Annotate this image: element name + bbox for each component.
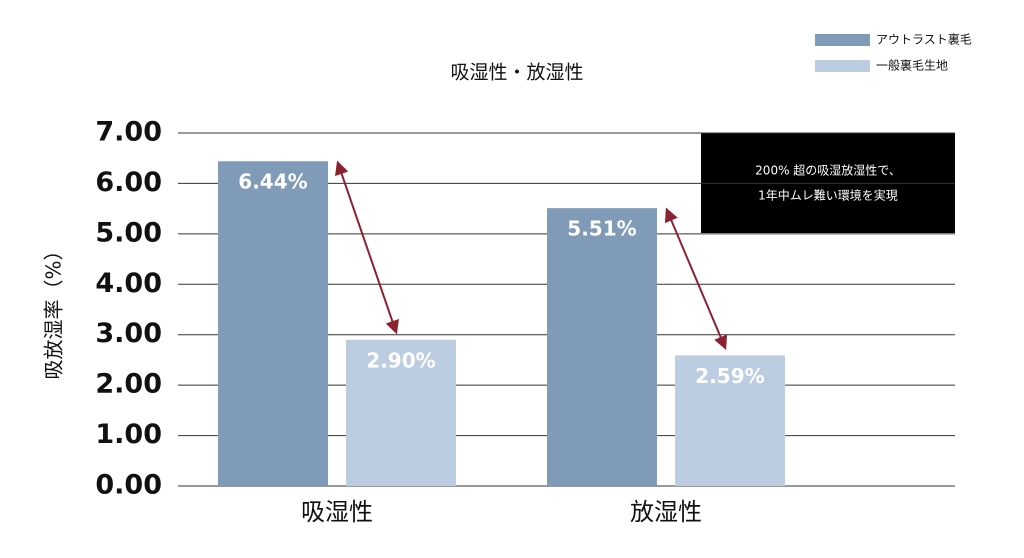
value-label: 5.51% — [567, 217, 636, 241]
y-tick-label: 3.00 — [95, 318, 162, 349]
bar — [346, 339, 456, 486]
y-tick-label: 2.00 — [95, 369, 162, 400]
arrow — [664, 207, 728, 350]
x-tick-label: 吸湿性 — [301, 498, 373, 526]
annotation: 1年中ムレ難い環境を実現 — [758, 188, 898, 203]
y-tick-label: 5.00 — [95, 217, 162, 248]
x-tick-label: 放湿性 — [630, 498, 702, 526]
value-label: 2.59% — [695, 364, 764, 388]
legend-label: アウトラスト裏毛 — [876, 32, 972, 47]
value-label: 6.44% — [238, 170, 307, 194]
bar — [218, 161, 328, 487]
value-label: 2.90% — [366, 348, 435, 372]
legend-swatch — [815, 60, 870, 72]
y-tick-label: 6.00 — [95, 167, 162, 198]
bar — [675, 355, 785, 486]
legend-swatch — [815, 34, 870, 46]
y-tick-label: 4.00 — [95, 268, 162, 299]
y-tick-label: 1.00 — [95, 419, 162, 450]
y-tick-label: 0.00 — [95, 470, 162, 501]
arrow — [335, 160, 399, 335]
legend-label: 一般裏毛生地 — [876, 58, 948, 73]
bar — [547, 208, 657, 487]
annotation: 200% 超の吸湿放湿性で、 — [755, 163, 901, 178]
y-tick-label: 7.00 — [95, 117, 162, 148]
y-axis-label: 吸放湿率（%） — [42, 240, 66, 379]
chart-title: 吸湿性・放湿性 — [450, 62, 583, 84]
